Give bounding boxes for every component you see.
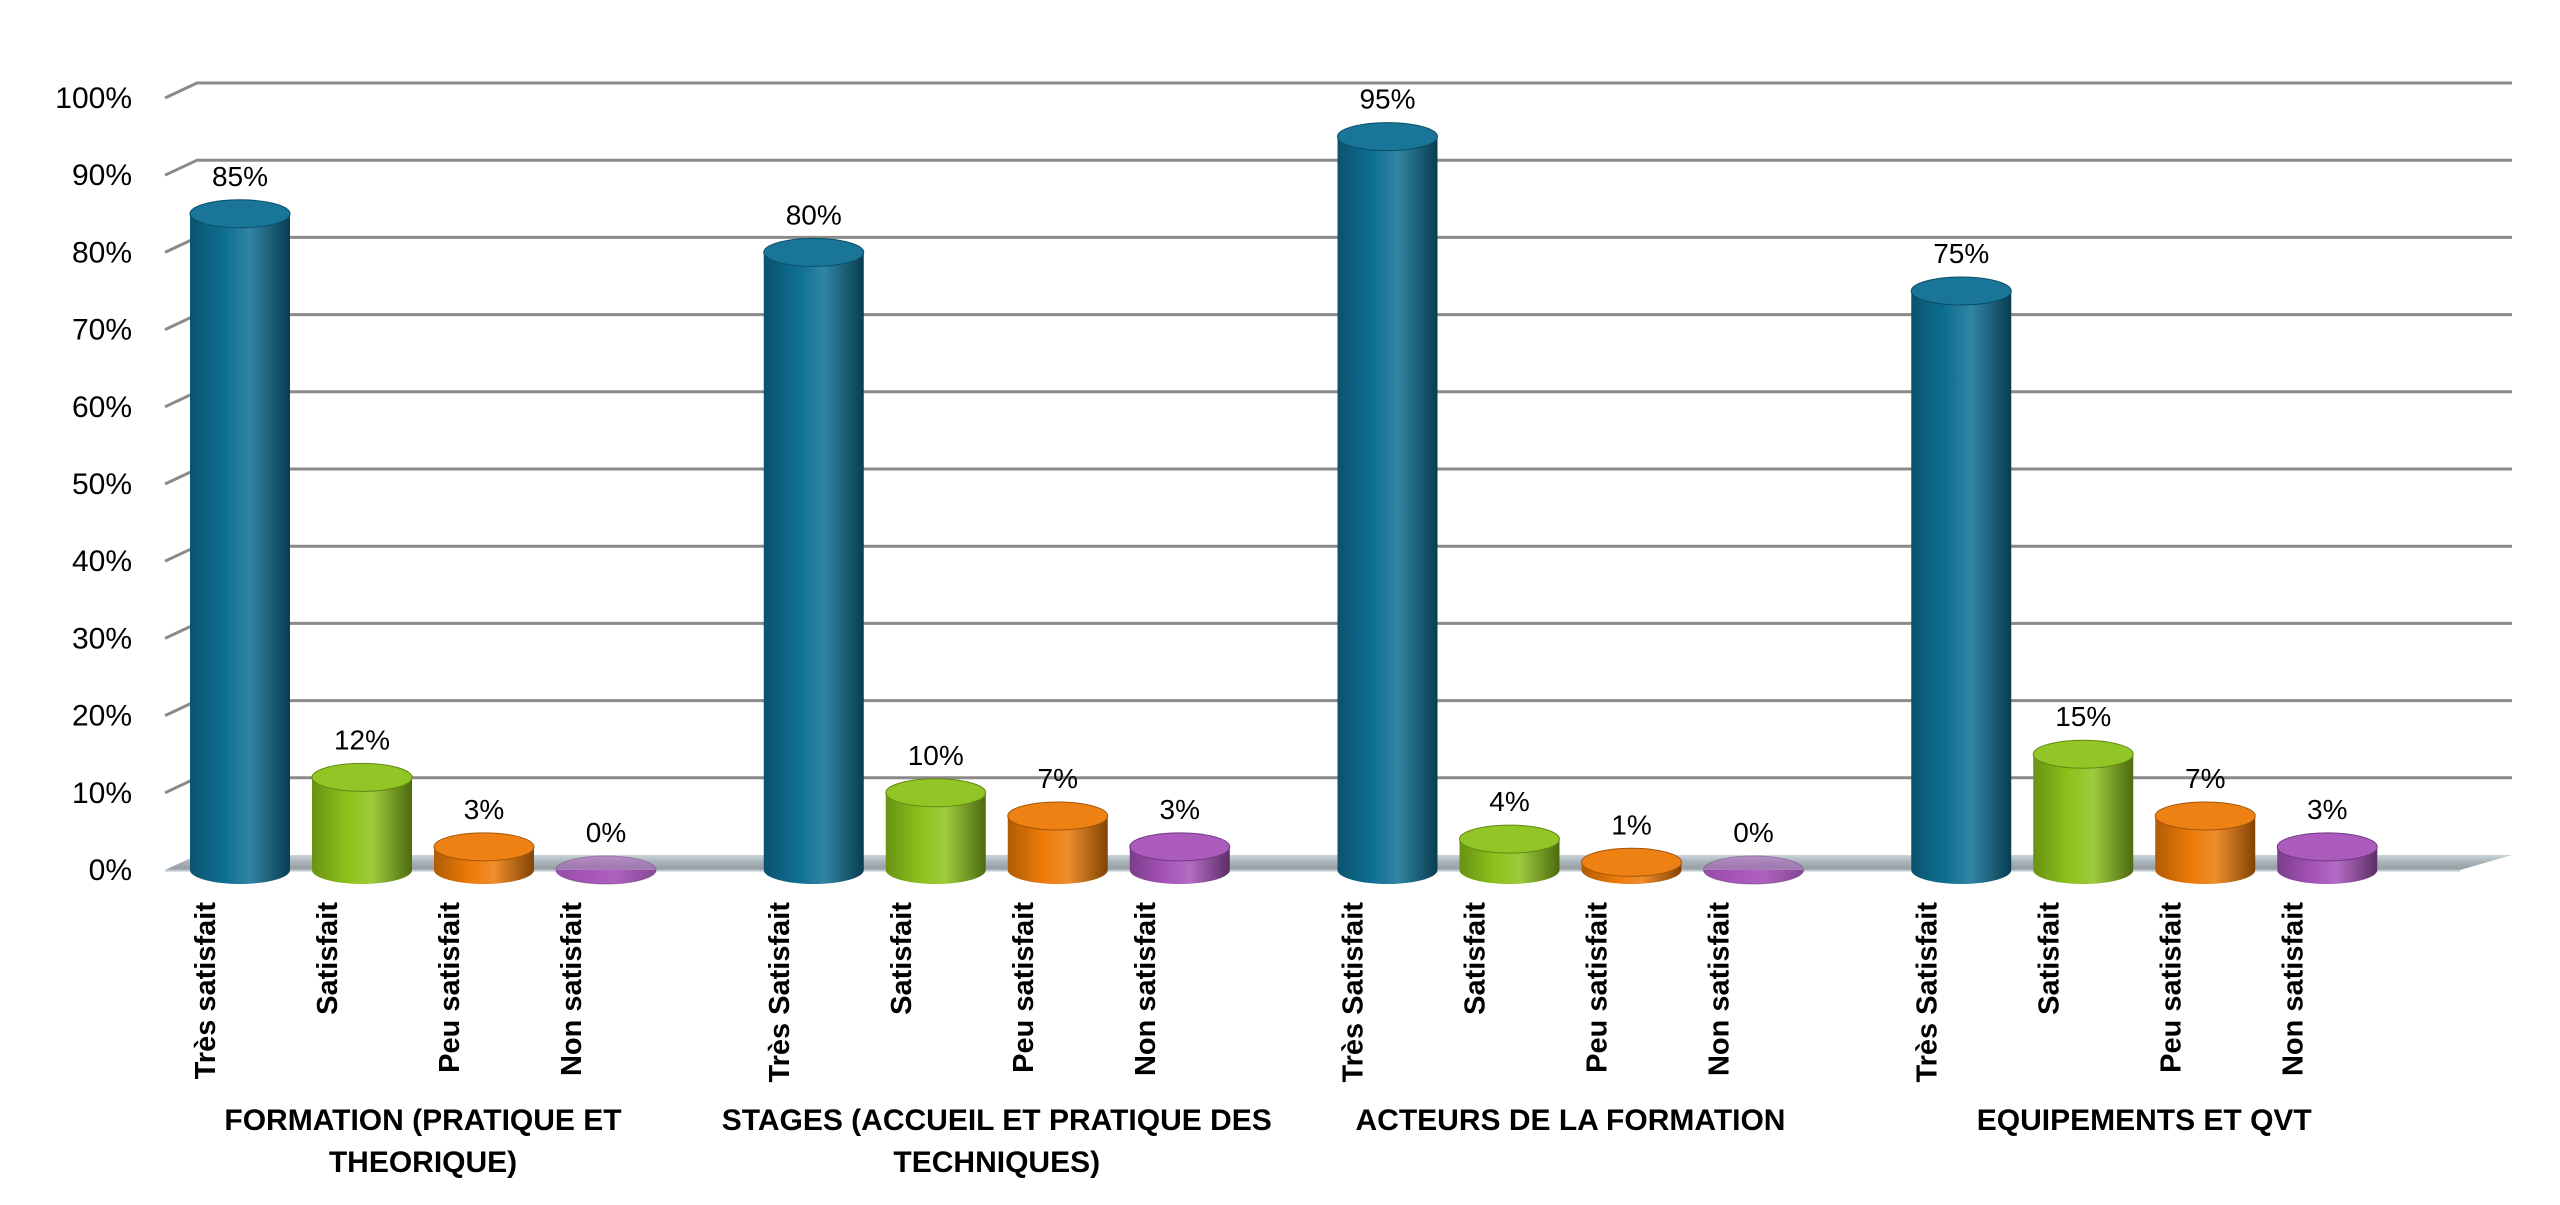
group-label: ACTEURS DE LA FORMATION (1356, 1104, 1786, 1137)
category-label: Non satisfait (1130, 902, 1162, 1076)
bar-formation-pratique-et-theorique-satisfait (311, 762, 413, 884)
group-label: FORMATION (PRATIQUE ET THEORIQUE) (224, 1104, 621, 1179)
data-label: 12% (334, 724, 390, 755)
category-labels: Très satisfait Satisfait Peu satisfait Non … (190, 902, 2309, 1083)
y-tick-label: 10% (72, 777, 132, 810)
bar-stages-accueil-et-pratique-des-techniques-non-satisfait (1129, 832, 1231, 885)
bar-top (1007, 801, 1109, 831)
data-label: 10% (908, 740, 964, 771)
data-label: 15% (2055, 701, 2111, 732)
data-label: 7% (2185, 763, 2225, 794)
bar-stages-accueil-et-pratique-des-techniques-peu-satisfait (1007, 801, 1109, 885)
category-label: Non satisfait (2277, 902, 2309, 1076)
bar-acteurs-de-la-formation-peu-satisfait (1581, 847, 1682, 885)
bar-body (1007, 815, 1108, 885)
chart-bars (189, 122, 2378, 885)
data-label: 85% (212, 161, 268, 192)
category-label: Satisfait (886, 902, 918, 1015)
bar-top (1910, 276, 2012, 306)
bar-top (1129, 832, 1231, 862)
bar-body (1337, 136, 1438, 885)
category-label: Satisfait (2033, 902, 2065, 1015)
bar-top (1337, 122, 1438, 152)
data-label: 3% (464, 794, 504, 825)
bar-top (885, 778, 987, 808)
bar-top (2032, 739, 2134, 769)
data-label: 1% (1611, 809, 1651, 840)
bar-body (1911, 291, 2012, 885)
data-label: 80% (786, 199, 842, 230)
y-tick-label: 30% (72, 622, 132, 655)
gridline (164, 81, 2512, 100)
category-label: Peu satisfait (1582, 902, 1614, 1073)
category-label: Peu satisfait (434, 902, 466, 1073)
data-label: 4% (1489, 786, 1529, 817)
bar-top (189, 199, 291, 229)
group-labels: FORMATION (PRATIQUE ET THEORIQUE) STAGES (… (224, 1104, 2311, 1179)
y-tick-label: 40% (72, 545, 132, 578)
bar-body (763, 252, 864, 885)
bar-body (190, 213, 290, 884)
data-label: 7% (1038, 763, 1078, 794)
y-tick-label: 70% (72, 314, 132, 347)
y-tick-label: 0% (89, 854, 132, 887)
y-tick-label: 80% (72, 236, 132, 269)
category-label: Peu satisfait (2155, 902, 2187, 1073)
bar-acteurs-de-la-formation-non-satisfait (1703, 855, 1804, 885)
bar-formation-pratique-et-theorique-peu-satisfait (433, 832, 535, 884)
bar-top (311, 762, 413, 792)
bar-top (1581, 847, 1682, 877)
bar-stages-accueil-et-pratique-des-techniques-tres-satisfait (763, 237, 865, 885)
category-label: Non satisfait (556, 902, 588, 1076)
data-labels: 85% 12% 3% 0% 80% 10% 7% 3% 95% 4% 1% 0% 75% 15% 7% 3% (212, 84, 2348, 848)
y-tick-label: 60% (72, 391, 132, 424)
bar-top (433, 832, 535, 862)
data-label: 75% (1933, 238, 1989, 269)
category-label: Non satisfait (1704, 902, 1736, 1076)
bar-top (2276, 832, 2378, 862)
bar-formation-pratique-et-theorique-non-satisfait (555, 855, 657, 885)
bar-body (2033, 754, 2134, 885)
bar-top (1459, 824, 1560, 854)
group-label: STAGES (ACCUEIL ET PRATIQUE DES TECHNIQUE… (722, 1104, 1272, 1179)
bar-formation-pratique-et-theorique-tres-satisfait (189, 199, 291, 884)
data-label: 3% (1160, 794, 1200, 825)
bar-top (763, 237, 865, 267)
bar-body (2155, 815, 2256, 885)
bar-equipements-et-qvt-non-satisfait (2276, 832, 2378, 885)
y-axis-tick-labels: 0% 10% 20% 30% 40% 50% 60% 70% 80% 90% 100% (55, 82, 132, 887)
group-label: EQUIPEMENTS ET QVT (1977, 1104, 2312, 1137)
category-label: Peu satisfait (1008, 902, 1040, 1073)
bar-equipements-et-qvt-satisfait (2032, 739, 2134, 885)
bar-body (885, 792, 986, 885)
bar-equipements-et-qvt-peu-satisfait (2154, 801, 2256, 885)
bar-acteurs-de-la-formation-satisfait (1459, 824, 1560, 885)
bar-equipements-et-qvt-tres-satisfait (1910, 276, 2012, 885)
data-label: 3% (2307, 794, 2347, 825)
category-label: Satisfait (1460, 902, 1492, 1015)
bar-body (312, 777, 412, 884)
y-tick-label: 100% (55, 82, 132, 115)
category-label: Très Satisfait (764, 902, 796, 1083)
category-label: Satisfait (312, 902, 344, 1015)
y-tick-label: 90% (72, 159, 132, 192)
y-tick-label: 50% (72, 468, 132, 501)
data-label: 0% (586, 817, 626, 848)
gridline (164, 158, 2512, 177)
category-label: Très Satisfait (1911, 902, 1943, 1083)
bar-top (1703, 855, 1804, 885)
category-label: Très Satisfait (1338, 902, 1370, 1083)
data-label: 95% (1359, 84, 1415, 115)
bar-acteurs-de-la-formation-tres-satisfait (1337, 122, 1438, 885)
bar-top (2154, 801, 2256, 831)
bar-top (555, 855, 657, 885)
data-label: 0% (1733, 817, 1773, 848)
bar-stages-accueil-et-pratique-des-techniques-satisfait (885, 778, 987, 885)
category-label: Très satisfait (190, 902, 222, 1080)
y-tick-label: 20% (72, 700, 132, 733)
